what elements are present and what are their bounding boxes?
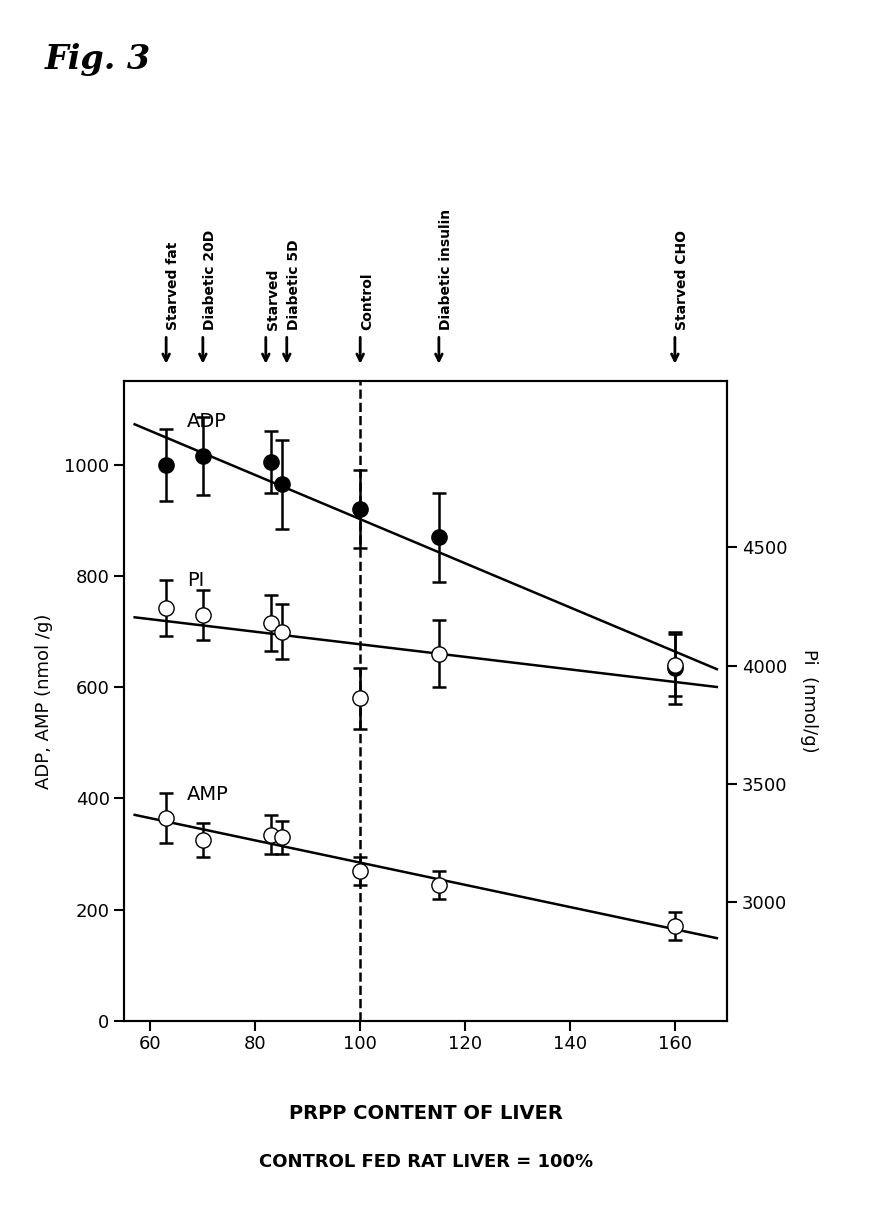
Text: Starved: Starved [266, 268, 279, 330]
Text: AMP: AMP [187, 785, 229, 804]
Text: Control: Control [360, 272, 374, 330]
Text: Diabetic 5D: Diabetic 5D [286, 239, 300, 330]
Text: PRPP CONTENT OF LIVER: PRPP CONTENT OF LIVER [289, 1103, 562, 1123]
Text: ADP: ADP [187, 412, 227, 432]
Text: PI: PI [187, 571, 204, 590]
Text: Fig. 3: Fig. 3 [44, 43, 151, 76]
Y-axis label: ADP, AMP (nmol /g): ADP, AMP (nmol /g) [35, 614, 53, 788]
Text: Diabetic 20D: Diabetic 20D [203, 229, 216, 330]
Text: Diabetic insulin: Diabetic insulin [439, 209, 453, 330]
Text: Starved CHO: Starved CHO [674, 230, 688, 330]
Y-axis label: Pi  (nmol/g): Pi (nmol/g) [799, 649, 817, 753]
Text: CONTROL FED RAT LIVER = 100%: CONTROL FED RAT LIVER = 100% [259, 1154, 592, 1171]
Text: Starved fat: Starved fat [166, 241, 180, 330]
